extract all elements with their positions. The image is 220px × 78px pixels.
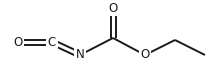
Text: C: C	[48, 35, 56, 49]
Text: N: N	[76, 49, 84, 61]
Text: O: O	[140, 49, 150, 61]
Text: O: O	[108, 1, 118, 15]
Text: O: O	[13, 35, 23, 49]
